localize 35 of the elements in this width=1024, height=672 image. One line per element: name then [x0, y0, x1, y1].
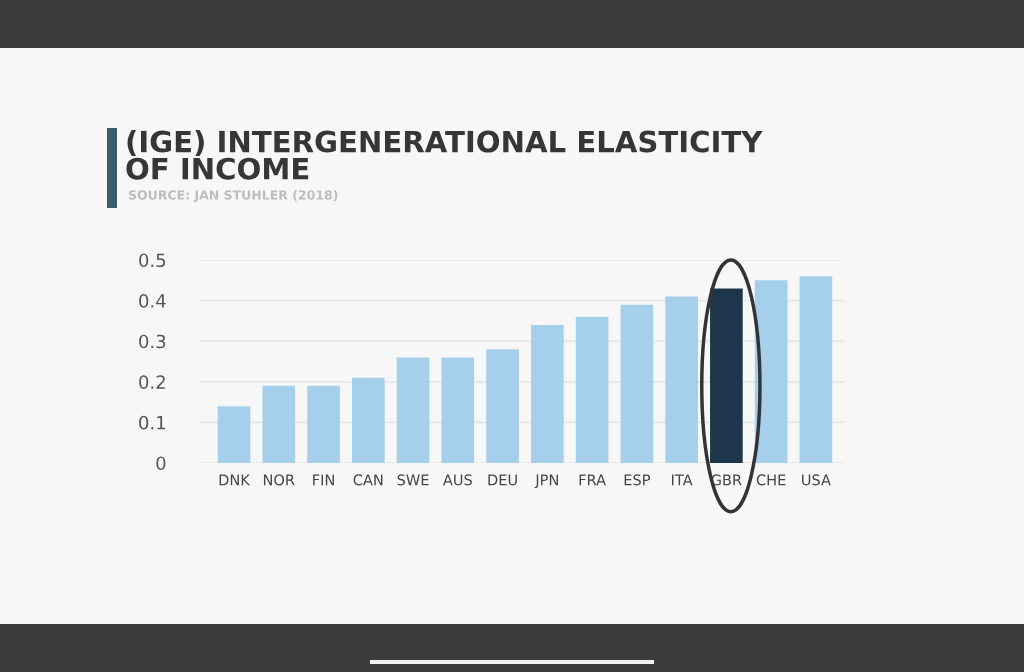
bar — [217, 406, 251, 463]
bar — [665, 296, 698, 463]
bar — [351, 377, 385, 463]
bar — [396, 357, 430, 463]
chart-title: (IGE) INTERGENERATIONAL ELASTICITY OF INCOME — [126, 130, 763, 180]
x-tick-label: FRA — [579, 474, 606, 486]
bar — [307, 385, 340, 463]
x-tick-label: ESP — [624, 474, 650, 486]
bar — [799, 276, 833, 463]
y-tick-label: 0.4 — [139, 294, 166, 308]
bar — [441, 357, 475, 463]
x-tick-label: JPN — [534, 474, 558, 489]
y-tick-label: 0 — [156, 456, 166, 471]
x-tick-label: DNK — [219, 474, 251, 486]
y-tick-label: 0.2 — [139, 375, 165, 389]
bar — [754, 280, 788, 463]
x-tick-label: CHE — [756, 474, 786, 486]
x-tick-label: USA — [802, 474, 831, 486]
bar — [620, 304, 654, 463]
x-tick-label: CAN — [353, 474, 383, 486]
bar — [531, 324, 564, 463]
x-tick-label: SWE — [397, 474, 429, 486]
x-tick-label: DEU — [488, 474, 517, 486]
x-tick-label: NOR — [263, 474, 295, 486]
x-tick-label: FIN — [313, 474, 334, 486]
y-tick-label: 0.3 — [139, 334, 166, 349]
bar — [710, 288, 743, 463]
source-note: SOURCE: JAN STUHLER (2018) — [128, 190, 338, 202]
bar — [486, 349, 519, 463]
x-tick-label: AUS — [442, 474, 472, 486]
y-tick-label: 0.5 — [139, 253, 166, 268]
y-tick-label: 0.1 — [139, 415, 165, 430]
bar — [262, 385, 296, 463]
x-tick-label: ITA — [672, 474, 693, 486]
bar — [575, 316, 609, 463]
